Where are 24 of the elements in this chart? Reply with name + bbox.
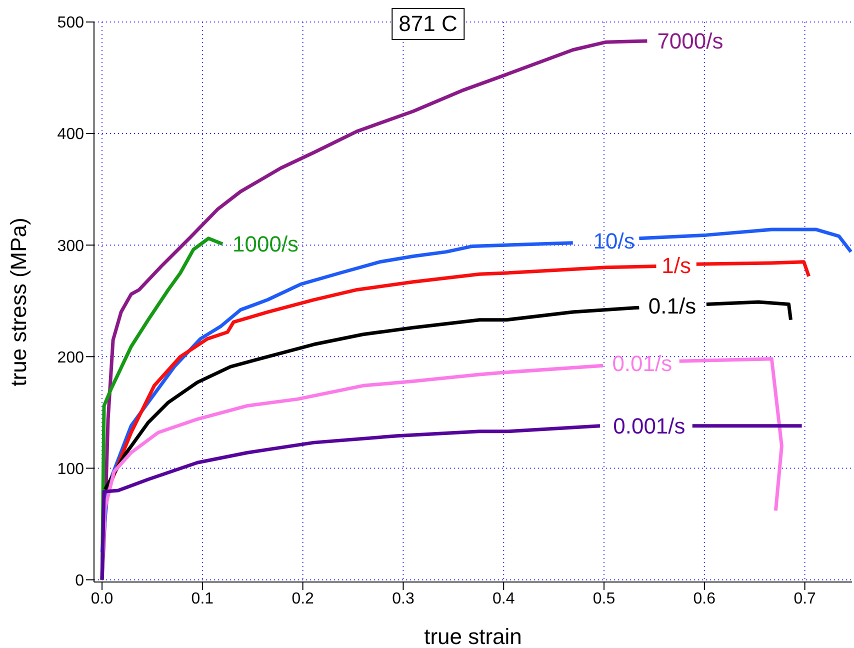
y-tick-label: 200 (57, 349, 84, 366)
y-tick-label: 300 (57, 238, 84, 255)
series-label: 1000/s (232, 232, 299, 257)
x-tick-label: 0.5 (592, 590, 616, 608)
series-label: 0.01/s (612, 351, 672, 376)
series-label: 10/s (593, 228, 635, 254)
chart-title: 871 C (392, 8, 464, 40)
series-label: 0.001/s (613, 414, 686, 439)
x-tick-label: 0.0 (90, 590, 114, 608)
y-tick-label: 500 (57, 14, 84, 32)
y-tick-label: 0 (75, 572, 84, 590)
y-tick-label: 400 (57, 126, 84, 144)
x-axis-title: true strain (424, 624, 522, 648)
x-tick-label: 0.4 (492, 590, 515, 608)
x-tick-label: 0.1 (191, 590, 214, 608)
x-tick-label: 0.7 (794, 590, 816, 608)
y-axis-title: true stress (MPa) (6, 218, 31, 386)
x-tick-label: 0.2 (292, 590, 314, 608)
series-label: 7000/s (657, 28, 724, 54)
x-tick-label: 0.6 (693, 590, 716, 608)
y-tick-label: 100 (57, 460, 84, 478)
series-label: 1/s (662, 252, 691, 278)
series-label: 0.1/s (648, 294, 696, 319)
x-tick-label: 0.3 (392, 590, 414, 608)
